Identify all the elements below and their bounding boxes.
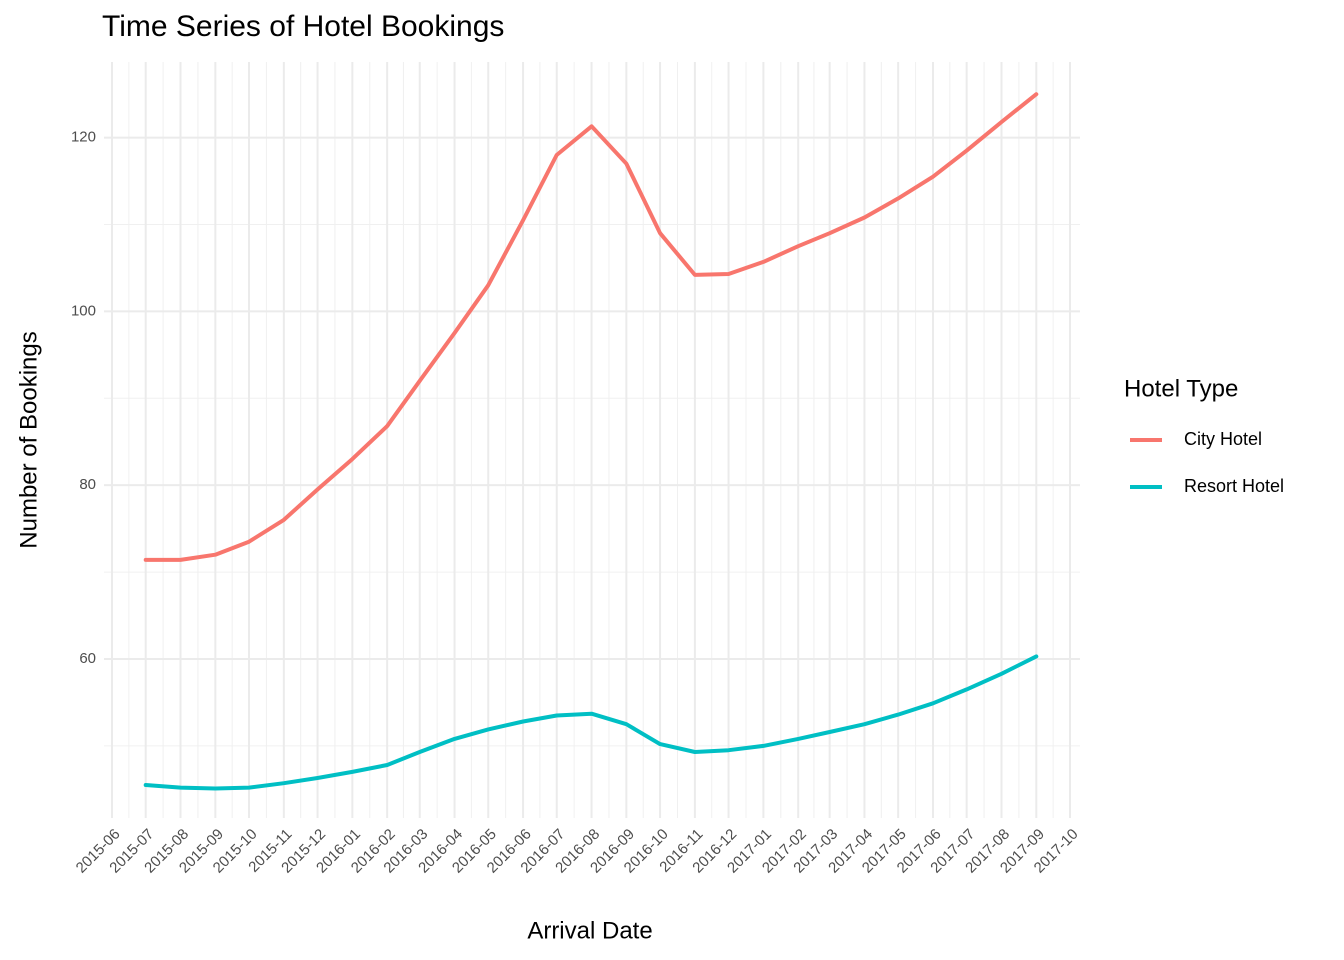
legend-label: Resort Hotel (1184, 476, 1284, 496)
x-axis-title: Arrival Date (527, 917, 652, 944)
legend-label: City Hotel (1184, 429, 1262, 449)
y-tick-label: 120 (71, 129, 96, 146)
series-line (143, 654, 1039, 791)
series-line (143, 92, 1039, 562)
grid (104, 62, 1080, 818)
y-tick-label: 80 (79, 476, 96, 493)
chart-title: Time Series of Hotel Bookings (102, 10, 504, 43)
legend-title: Hotel Type (1124, 375, 1238, 402)
y-axis-title: Number of Bookings (15, 331, 42, 548)
y-tick-label: 60 (79, 650, 96, 667)
y-tick-label: 100 (71, 302, 96, 319)
